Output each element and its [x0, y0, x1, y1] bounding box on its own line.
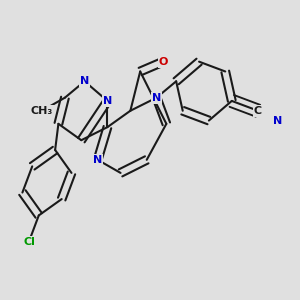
Text: N: N	[273, 116, 282, 126]
Text: O: O	[158, 57, 168, 67]
Text: C: C	[254, 106, 262, 116]
Text: CH₃: CH₃	[31, 106, 53, 116]
Text: N: N	[93, 155, 102, 165]
Text: N: N	[80, 76, 89, 86]
Text: N: N	[103, 96, 112, 106]
Text: Cl: Cl	[23, 237, 35, 247]
Text: N: N	[152, 93, 161, 103]
